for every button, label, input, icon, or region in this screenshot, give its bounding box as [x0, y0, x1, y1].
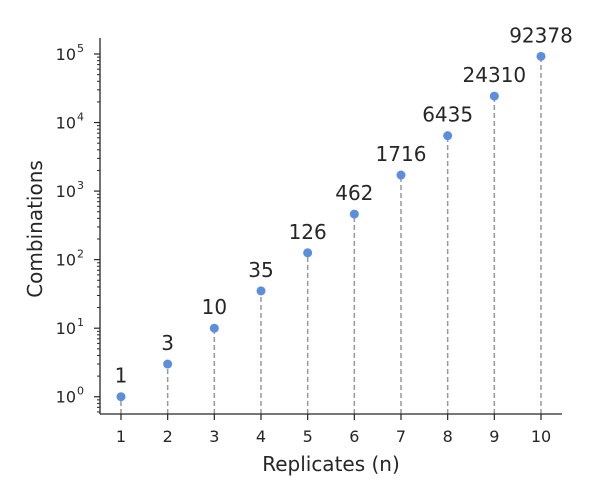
y-tick-base: 10 [56, 114, 76, 133]
data-point [116, 392, 126, 402]
data-point [396, 170, 406, 180]
y-axis-title: Combinations [23, 160, 47, 298]
y-tick-base: 10 [56, 251, 76, 270]
data-label: 1716 [376, 142, 427, 166]
data-label: 10 [202, 295, 227, 319]
data-label: 1 [115, 364, 128, 388]
data-point [209, 323, 219, 333]
x-tick-label: 7 [396, 427, 406, 446]
x-tick-label: 2 [163, 427, 173, 446]
data-label: 92378 [509, 23, 573, 47]
data-point [256, 286, 266, 296]
data-point [303, 248, 313, 258]
x-tick-label: 10 [531, 427, 551, 446]
data-label: 3 [161, 331, 174, 355]
data-label: 35 [248, 258, 273, 282]
data-label: 6435 [422, 103, 473, 127]
data-label: 24310 [463, 63, 527, 87]
y-tick-label: 10 [56, 182, 76, 201]
y-tick-base: 10 [56, 182, 76, 201]
y-tick-exponent: 0 [77, 385, 84, 398]
y-tick-exponent: 3 [77, 179, 84, 192]
data-label: 126 [289, 220, 327, 244]
x-tick-label: 5 [303, 427, 313, 446]
y-tick-exponent: 4 [77, 111, 84, 124]
y-tick-label: 10 [56, 319, 76, 338]
x-tick-label: 3 [209, 427, 219, 446]
data-point [536, 51, 546, 61]
y-tick-label: 10 [56, 388, 76, 407]
x-ticks: 1 2 3 4 5 6 7 8 9 10 [116, 414, 551, 446]
x-tick-label: 6 [349, 427, 359, 446]
y-tick-base: 10 [56, 388, 76, 407]
y-tick-exponent: 1 [77, 316, 84, 329]
y-tick-base: 10 [56, 45, 76, 64]
axes [99, 38, 562, 415]
x-tick-label: 8 [443, 427, 453, 446]
y-tick-label: 10 [56, 45, 76, 64]
y-tick-base: 10 [56, 319, 76, 338]
points [116, 51, 546, 402]
stems [120, 56, 542, 414]
x-tick-label: 4 [256, 427, 266, 446]
y-tick-exponent: 5 [77, 42, 84, 55]
x-tick-label: 1 [116, 427, 126, 446]
data-point [443, 131, 453, 141]
data-point [349, 209, 359, 219]
data-point [163, 359, 173, 369]
x-tick-label: 9 [489, 427, 499, 446]
y-tick-label: 10 [56, 251, 76, 270]
y-tick-label: 10 [56, 114, 76, 133]
y-tick-exponent: 2 [77, 248, 84, 261]
data-label: 462 [335, 181, 373, 205]
x-axis-title: Replicates (n) [262, 452, 400, 476]
data-point [489, 91, 499, 101]
